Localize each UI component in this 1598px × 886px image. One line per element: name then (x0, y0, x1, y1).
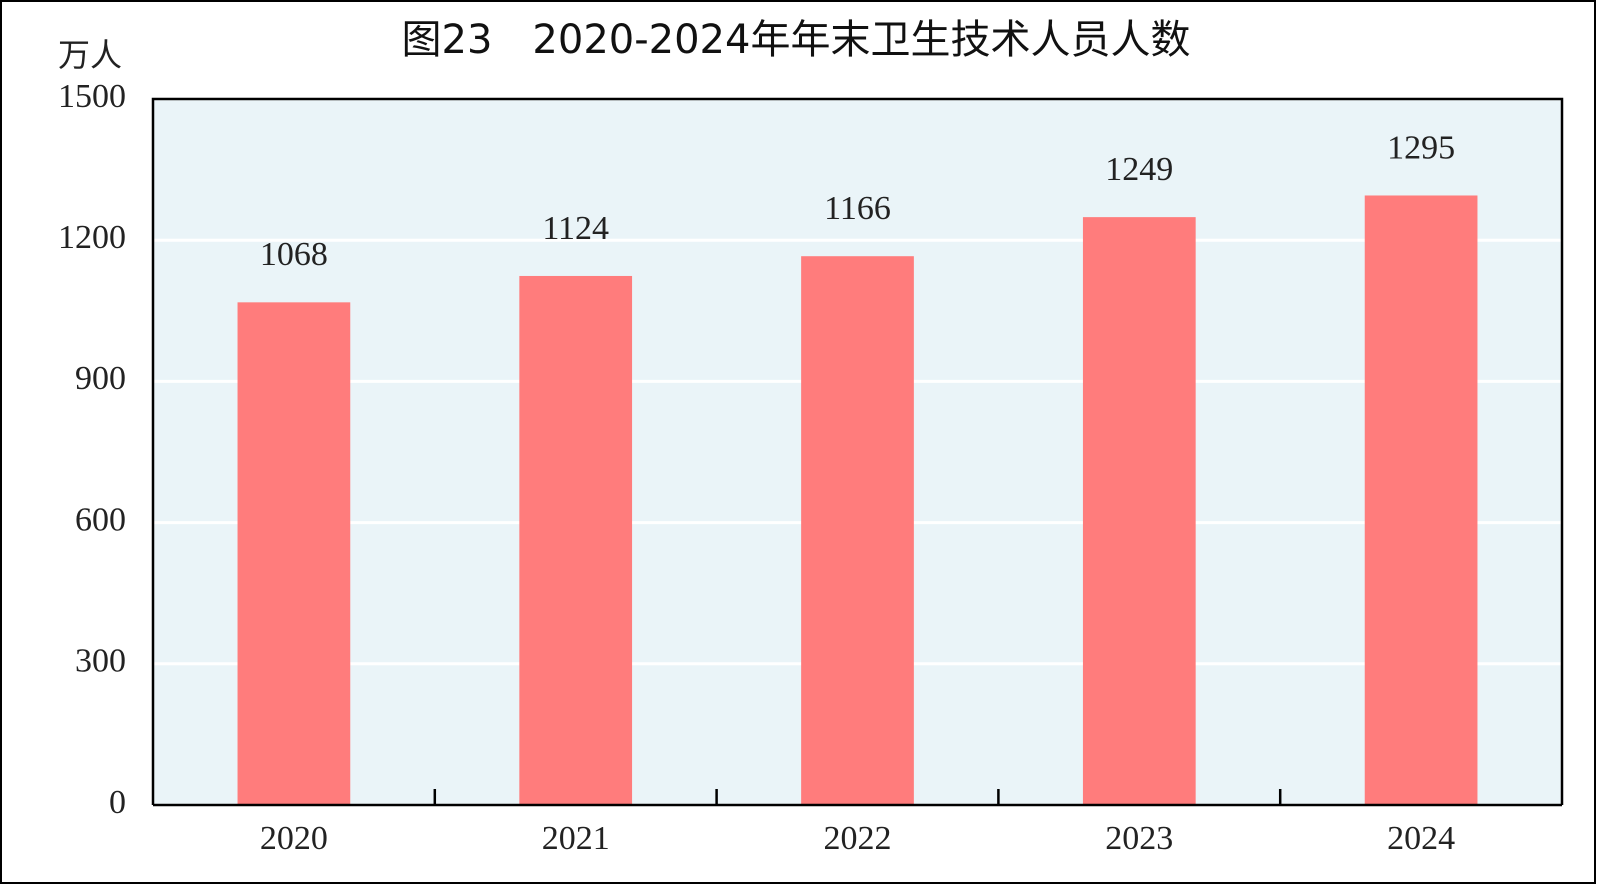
y-tick-label: 1500 (58, 78, 126, 115)
y-tick-label: 300 (75, 643, 126, 680)
y-tick-label: 600 (75, 501, 126, 538)
data-label: 1124 (542, 210, 609, 247)
y-tick-label: 900 (75, 360, 126, 397)
data-label: 1249 (1105, 151, 1173, 188)
bar (519, 275, 633, 805)
y-tick-label: 1200 (58, 219, 126, 256)
x-tick-label: 2021 (542, 820, 610, 857)
x-tick-label: 2023 (1105, 820, 1173, 857)
bar (237, 302, 351, 805)
x-tick-label: 2024 (1387, 820, 1455, 857)
y-tick-label: 0 (109, 784, 126, 821)
chart-title: 图23 2020-2024年年末卫生技术人员人数 (402, 17, 1191, 63)
bar (1364, 195, 1478, 805)
y-axis-label: 万人 (58, 36, 122, 74)
data-label: 1295 (1387, 129, 1455, 166)
bar (801, 256, 914, 806)
bar (1082, 217, 1196, 805)
plot-border (151, 97, 1564, 805)
x-tick-label: 2020 (260, 820, 328, 857)
data-label: 1166 (824, 190, 891, 227)
data-label: 1068 (260, 236, 328, 273)
x-tick-label: 2022 (824, 820, 892, 857)
